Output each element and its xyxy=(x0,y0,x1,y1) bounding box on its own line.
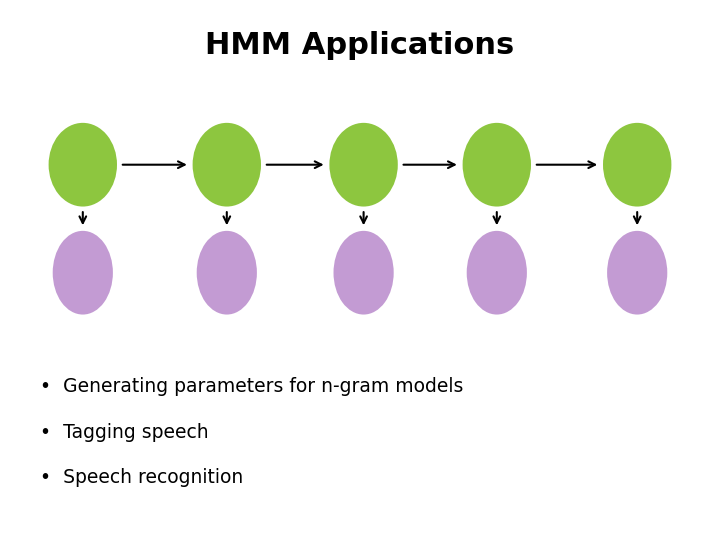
Text: •  Generating parameters for n-gram models: • Generating parameters for n-gram model… xyxy=(40,376,463,396)
Ellipse shape xyxy=(330,123,397,207)
Ellipse shape xyxy=(197,231,257,314)
Ellipse shape xyxy=(462,123,531,207)
Ellipse shape xyxy=(467,231,527,314)
Ellipse shape xyxy=(607,231,667,314)
Ellipse shape xyxy=(193,123,261,207)
Text: HMM Applications: HMM Applications xyxy=(205,31,515,60)
Text: •  Speech recognition: • Speech recognition xyxy=(40,468,243,488)
Ellipse shape xyxy=(53,231,113,314)
Ellipse shape xyxy=(603,123,672,207)
Text: •  Tagging speech: • Tagging speech xyxy=(40,422,208,442)
Ellipse shape xyxy=(333,231,394,314)
Ellipse shape xyxy=(48,123,117,207)
